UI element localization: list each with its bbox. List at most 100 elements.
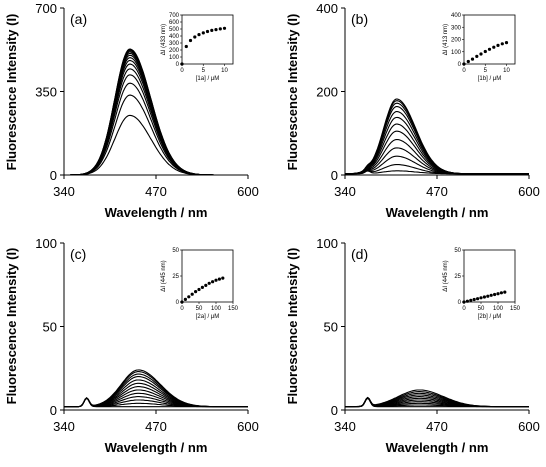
- inset-frame: [181, 14, 234, 65]
- inset-data-point: [465, 299, 469, 303]
- x-tick-label: 600: [237, 419, 259, 434]
- y-tick-label: 100: [316, 236, 338, 251]
- inset-data-point: [200, 285, 204, 289]
- inset-data-point: [483, 49, 487, 54]
- inset-y-tick-label: 50: [172, 248, 179, 254]
- inset-y-tick-label: 100: [451, 50, 462, 56]
- inset-data-point: [470, 57, 475, 61]
- inset-x-tick-label: 0: [180, 306, 184, 312]
- x-tick-label: 600: [518, 419, 540, 434]
- inset-data-point: [504, 41, 509, 45]
- y-tick-label: 200: [316, 85, 338, 100]
- inset-x-label: [1b] / μM: [478, 76, 501, 82]
- panel-d: 0 50 100 340 470 600 Wavelength / nm Fluorescen…: [285, 236, 540, 455]
- inset-data-point: [205, 29, 210, 34]
- inset-data-point: [207, 281, 211, 285]
- inset-data-point: [201, 31, 205, 35]
- spectrum-line: [64, 369, 248, 408]
- inset-frame: [463, 249, 516, 303]
- inset-y-tick-label: 300: [451, 25, 462, 31]
- inset-x-tick-label: 5: [484, 68, 488, 74]
- panel-b: 0 200 400 340 470 600 Wavelength / nm Fluoresce…: [285, 1, 540, 220]
- x-tick-label: 470: [145, 419, 167, 434]
- inset-data-point: [217, 277, 221, 281]
- y-tick-label: 50: [43, 320, 57, 335]
- inset-y-tick-label: 600: [169, 20, 180, 26]
- y-tick-label: 400: [316, 1, 338, 16]
- inset-data-point: [499, 291, 503, 295]
- y-axis-label: Fluorescence Intensity (I): [285, 248, 300, 405]
- inset-y-label: ΔI (433 nm): [161, 24, 167, 55]
- inset-y-tick-label: 200: [451, 38, 462, 44]
- inset-x-tick-label: 100: [211, 306, 222, 312]
- spectrum-line: [64, 48, 248, 176]
- inset-data-point: [190, 292, 194, 296]
- inset-y-tick-label: 0: [176, 300, 180, 306]
- x-tick-label: 340: [334, 184, 356, 199]
- x-tick-label: 600: [518, 184, 540, 199]
- panel-c: 0 50 100 340 470 600 Wavelength / nm Fluorescen…: [4, 236, 259, 455]
- inset-data-point: [221, 276, 225, 280]
- inset-data-point: [479, 52, 483, 56]
- inset-data-point: [476, 297, 480, 301]
- inset-data-point: [211, 280, 215, 284]
- inset-y-tick-label: 700: [169, 13, 180, 19]
- inset-chart: 0 25 50 0 50 100 150 [2b] / μM ΔI (445 nm): [443, 248, 521, 320]
- inset-y-tick-label: 500: [169, 27, 180, 33]
- inset-x-tick-label: 100: [493, 306, 504, 312]
- inset-x-label: [2b] / μM: [478, 314, 501, 320]
- inset-y-tick-label: 25: [172, 274, 179, 280]
- y-tick-label: 50: [324, 320, 338, 335]
- inset-x-tick-label: 150: [510, 306, 521, 312]
- x-tick-label: 470: [145, 184, 167, 199]
- inset-x-tick-label: 0: [462, 306, 466, 312]
- inset-data-point: [492, 45, 496, 49]
- x-tick-label: 470: [426, 419, 448, 434]
- inset-x-tick-label: 50: [478, 306, 485, 312]
- x-tick-label: 600: [237, 184, 259, 199]
- inset-y-tick-label: 0: [458, 62, 462, 68]
- spectrum-line: [64, 379, 248, 408]
- inset-x-tick-label: 5: [202, 68, 206, 74]
- inset-data-point: [180, 300, 184, 304]
- x-axis-label: Wavelength / nm: [105, 440, 208, 455]
- inset-data-point: [462, 300, 466, 304]
- panel-tag: (c): [70, 246, 86, 262]
- inset-data-point: [187, 295, 191, 299]
- y-tick-label: 100: [35, 236, 57, 251]
- inset-chart: 0 25 50 0 50 100 150 [2a] / μM ΔI (445 nm): [161, 248, 239, 320]
- inset-data-point: [462, 62, 466, 66]
- inset-data-point: [482, 295, 486, 299]
- inset-data-point: [222, 26, 227, 30]
- y-axis-label: Fluorescence Intensity (I): [285, 14, 300, 171]
- x-tick-label: 470: [426, 184, 448, 199]
- inset-data-point: [496, 43, 500, 48]
- y-axis-label: Fluorescence Intensity (I): [4, 14, 19, 171]
- panel-tag: (a): [70, 11, 87, 27]
- inset-x-label: [1a] / μM: [196, 76, 219, 82]
- inset-y-tick-label: 25: [454, 274, 461, 280]
- x-tick-label: 340: [53, 419, 75, 434]
- inset-data-point: [204, 283, 208, 287]
- panel-tag: (b): [351, 11, 368, 27]
- x-tick-label: 340: [53, 184, 75, 199]
- panel-a: 0 350 700 340 470 600 Wavelength / nm Fluoresce…: [4, 1, 259, 220]
- inset-data-point: [193, 35, 197, 39]
- inset-data-point: [489, 293, 493, 297]
- inset-data-point: [210, 28, 214, 32]
- y-axis-label: Fluorescence Intensity (I): [4, 248, 19, 405]
- x-axis-label: Wavelength / nm: [105, 205, 208, 220]
- inset-data-point: [475, 54, 479, 59]
- spectrum-line: [345, 389, 529, 408]
- inset-data-point: [493, 292, 497, 297]
- inset-y-label: ΔI (445 nm): [161, 260, 167, 291]
- y-tick-label: 0: [331, 168, 338, 183]
- inset-x-tick-label: 10: [503, 68, 510, 74]
- x-axis-label: Wavelength / nm: [386, 205, 489, 220]
- y-tick-label: 0: [50, 168, 57, 183]
- inset-y-label: ΔI (413 nm): [443, 24, 449, 55]
- inset-data-point: [194, 290, 198, 294]
- inset-x-tick-label: 10: [221, 68, 228, 74]
